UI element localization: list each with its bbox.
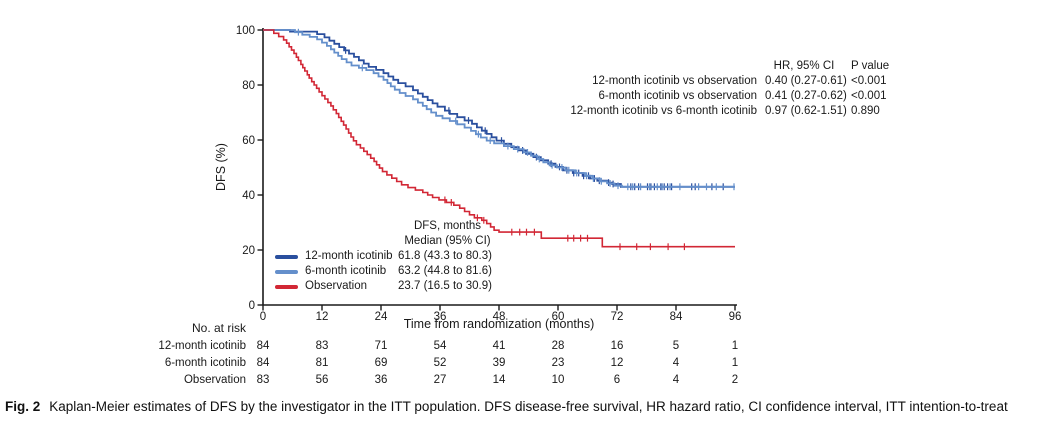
x-tick-label: 36: [434, 311, 447, 323]
at-risk-count: 28: [551, 340, 565, 352]
hr-row-label: 12-month icotinib vs 6-month icotinib: [570, 105, 757, 117]
line-swatch-icon: [275, 269, 298, 274]
hr-row-pvalue: 0.890: [851, 105, 880, 117]
hr-header-spacer: [555, 59, 757, 74]
legend-header-line2: Median (95% CI): [404, 235, 491, 247]
at-risk-count: 23: [551, 357, 565, 369]
at-risk-count: 6: [613, 374, 621, 386]
hr-row-value: 0.41 (0.27-0.62): [765, 90, 847, 102]
y-tick-label: 0: [249, 300, 255, 312]
at-risk-count: 39: [492, 357, 506, 369]
km-curve-6-month-icotinib: [263, 29, 735, 188]
hr-row-label: 12-month icotinib vs observation: [592, 75, 757, 87]
at-risk-count: 1: [731, 357, 739, 369]
legend-item: Observation 23.7 (16.5 to 30.9): [275, 279, 515, 294]
at-risk-count: 69: [374, 357, 388, 369]
at-risk-count: 27: [433, 374, 447, 386]
legend-item-label: 6-month icotinib: [305, 265, 387, 277]
caption-text: Kaplan-Meier estimates of DFS by the inv…: [49, 399, 1008, 414]
at-risk-row-label: Observation: [183, 374, 246, 386]
at-risk-count: 1: [731, 340, 739, 352]
hr-row-label: 6-month icotinib vs observation: [598, 90, 757, 102]
at-risk-row-label: 12-month icotinib: [158, 340, 246, 352]
at-risk-count: 83: [256, 374, 270, 386]
at-risk-title: No. at risk: [191, 321, 246, 335]
at-risk-count: 14: [492, 374, 506, 386]
at-risk-count: 54: [433, 340, 447, 352]
at-risk-count: 2: [731, 374, 739, 386]
at-risk-count: 4: [672, 374, 680, 386]
legend-item-median: 63.2 (44.8 to 81.6): [398, 265, 492, 277]
at-risk-count: 83: [315, 340, 329, 352]
at-risk-count: 10: [551, 374, 565, 386]
line-swatch-icon: [275, 284, 298, 289]
legend-header-line1: DFS, months: [413, 220, 482, 232]
legend-item-median: 23.7 (16.5 to 30.9): [398, 280, 492, 292]
line-swatch-icon: [275, 254, 298, 259]
x-tick-label: 24: [375, 311, 388, 323]
at-risk-count: 36: [374, 374, 388, 386]
at-risk-count: 4: [672, 357, 680, 369]
at-risk-count: 41: [492, 340, 506, 352]
censor-ticks-observation: [444, 196, 686, 251]
x-tick-label: 60: [552, 311, 565, 323]
hazard-ratio-table: HR, 95% CI P value 12-month icotinib vs …: [555, 59, 895, 119]
y-tick-label: 20: [242, 245, 255, 257]
x-axis: 0 12 24 36 48 60 72 84 96: [260, 304, 742, 323]
at-risk-count: 84: [256, 357, 270, 369]
hr-row-value: 0.40 (0.27-0.61): [765, 75, 847, 87]
at-risk-count: 56: [315, 374, 329, 386]
x-tick-label: 84: [670, 311, 683, 323]
at-risk-count: 71: [374, 340, 388, 352]
x-tick-label: 48: [493, 311, 506, 323]
x-tick-label: 0: [260, 311, 266, 323]
legend-item-label: Observation: [305, 280, 368, 292]
caption-label: Fig. 2: [5, 399, 41, 414]
at-risk-count: 5: [672, 340, 680, 352]
at-risk-count: 12: [610, 357, 624, 369]
hr-col-header: HR, 95% CI: [773, 60, 835, 72]
legend-item-label: 12-month icotinib: [305, 250, 393, 262]
at-risk-count: 84: [256, 340, 270, 352]
figure-caption: Fig. 2 Kaplan-Meier estimates of DFS by t…: [5, 397, 1043, 417]
y-axis-title: DFS (%): [214, 143, 228, 191]
legend-item: 6-month icotinib 63.2 (44.8 to 81.6): [275, 264, 515, 279]
x-tick-label: 12: [316, 311, 329, 323]
y-tick-label: 100: [236, 25, 255, 37]
x-axis-title: Time from randomization (months): [403, 317, 595, 331]
km-curve-observation: [263, 29, 735, 248]
legend-item: 12-month icotinib 61.8 (43.3 to 80.3): [275, 249, 515, 264]
y-tick-label: 80: [242, 80, 255, 92]
p-col-header: P value: [851, 60, 890, 72]
at-risk-count: 52: [433, 357, 447, 369]
censor-ticks-6-month-icotinib: [297, 28, 735, 191]
hr-row-value: 0.97 (0.62-1.51): [765, 105, 847, 117]
hr-row-pvalue: <0.001: [851, 75, 887, 87]
x-tick-label: 96: [729, 311, 742, 323]
y-tick-label: 60: [242, 135, 255, 147]
legend: DFS, months Median (95% CI) 12-month ico…: [275, 219, 515, 294]
y-axis: 0 20 40 60 80 100: [236, 25, 264, 312]
hr-row-pvalue: <0.001: [851, 90, 887, 102]
legend-item-median: 61.8 (43.3 to 80.3): [398, 250, 492, 262]
at-risk-row-label: 6-month icotinib: [164, 357, 246, 369]
at-risk-count: 16: [610, 340, 624, 352]
x-tick-label: 72: [611, 311, 624, 323]
at-risk-count: 81: [315, 357, 329, 369]
y-tick-label: 40: [242, 190, 255, 202]
